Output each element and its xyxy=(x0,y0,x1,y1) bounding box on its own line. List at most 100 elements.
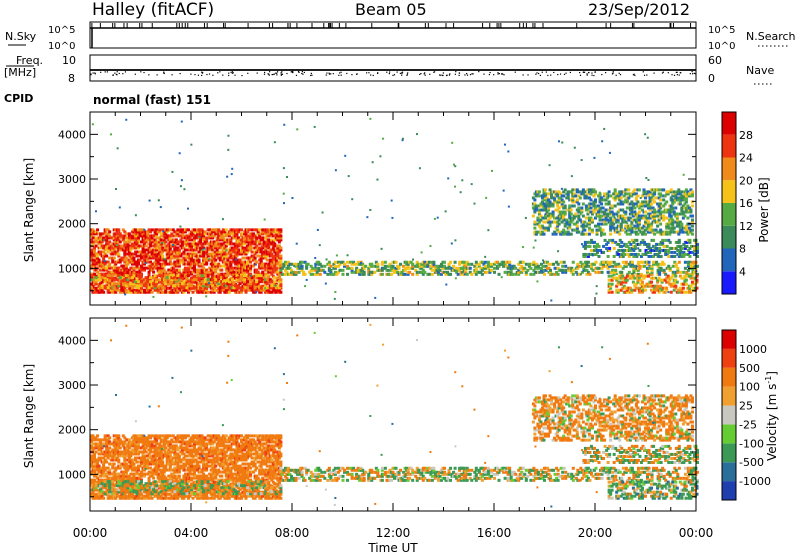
power-echo-cell xyxy=(686,264,690,268)
power-echo-cell xyxy=(621,280,625,284)
power-echo-cell xyxy=(96,262,100,266)
power-echo-cell xyxy=(279,280,283,284)
power-echo-cell xyxy=(229,286,233,290)
power-echo-cell xyxy=(243,242,247,246)
power-echo-cell xyxy=(211,280,215,284)
power-echo-cell xyxy=(93,240,97,244)
power-echo-cell xyxy=(306,262,310,266)
power-echo-cell xyxy=(246,240,250,244)
power-echo-cell xyxy=(332,266,336,270)
nave-point xyxy=(661,72,664,74)
power-echo-cell xyxy=(170,268,174,272)
power-echo-cell xyxy=(162,272,166,276)
power-echo-cell xyxy=(505,264,509,268)
nave-point xyxy=(483,73,485,75)
power-echo-cell xyxy=(653,252,657,256)
power-echo-cell xyxy=(254,263,257,266)
power-echo-cell xyxy=(634,282,638,286)
nave-point xyxy=(601,74,603,76)
power-echo-cell xyxy=(147,256,151,260)
power-echo-cell xyxy=(277,284,281,288)
power-echo-cell xyxy=(294,272,298,276)
power-echo-cell xyxy=(358,272,362,276)
power-echo-cell xyxy=(276,278,280,282)
power-echo-cell xyxy=(572,204,576,208)
power-echo-cell xyxy=(277,240,281,244)
power-echo-cell xyxy=(106,236,110,240)
power-echo-cell xyxy=(144,284,148,288)
power-echo-cell xyxy=(93,274,97,278)
power-echo-cell xyxy=(609,194,613,198)
power-echo-cell xyxy=(91,276,95,280)
power-echo-cell xyxy=(595,232,599,236)
power-echo-cell xyxy=(168,254,172,258)
power-echo-cell xyxy=(562,232,566,236)
power-echo-cell xyxy=(203,268,207,272)
power-echo-cell xyxy=(548,202,552,206)
power-echo-cell xyxy=(644,250,648,254)
power-echo-cell xyxy=(135,246,139,250)
power-echo-cell xyxy=(447,262,451,266)
power-echo-cell xyxy=(690,214,694,218)
power-echo-cell xyxy=(532,260,536,264)
power-echo-cell xyxy=(106,276,110,280)
power-echo-cell xyxy=(566,220,570,224)
power-echo-cell xyxy=(668,268,672,272)
power-echo-cell xyxy=(277,232,281,236)
power-echo-cell xyxy=(196,246,200,250)
power-echo-cell xyxy=(123,274,127,278)
power-echo-cell xyxy=(132,256,136,260)
power-echo-cell xyxy=(568,212,572,216)
power-echo-cell xyxy=(165,252,169,256)
power-echo-cell xyxy=(236,230,240,234)
power-echo-cell xyxy=(227,234,231,238)
nave-point xyxy=(346,72,348,75)
power-echo-cell xyxy=(221,284,225,288)
power-echo-cell xyxy=(683,282,687,286)
power-echo-cell xyxy=(109,284,113,288)
power-echo-cell xyxy=(693,278,697,282)
power-echo-cell xyxy=(625,232,629,236)
power-echo-cell xyxy=(121,268,125,272)
power-echo-cell xyxy=(171,274,175,278)
power-echo-cell xyxy=(653,200,657,204)
power-echo-cell xyxy=(426,260,430,264)
power-echo-cell xyxy=(650,222,654,226)
power-echo-cell xyxy=(675,190,679,194)
power-echo-cell xyxy=(105,254,109,258)
power-echo-cell xyxy=(653,192,657,196)
power-echo-cell xyxy=(196,236,200,240)
power-echo-cell xyxy=(273,276,277,280)
power-echo-cell xyxy=(590,230,594,234)
power-echo-cell xyxy=(669,216,673,220)
nave-point xyxy=(478,71,480,73)
power-echo-cell xyxy=(164,278,168,282)
power-echo-cell xyxy=(641,260,645,264)
power-echo-cell xyxy=(161,278,165,282)
power-echo-cell xyxy=(625,274,629,278)
power-echo-cell xyxy=(232,254,236,258)
power-echo-cell xyxy=(613,228,617,232)
power-echo-cell xyxy=(531,196,535,200)
power-echo-cell xyxy=(582,268,586,272)
power-echo-cell xyxy=(361,270,365,274)
power-echo-cell xyxy=(143,236,147,240)
power-echo-cell xyxy=(568,206,572,210)
power-echo-cell xyxy=(108,246,112,250)
power-echo-cell xyxy=(94,244,98,248)
power-echo-cell xyxy=(536,230,540,234)
power-echo-cell xyxy=(258,278,262,282)
power-echo-cell xyxy=(649,272,653,276)
power-echo-cell xyxy=(156,278,160,282)
power-echo-cell xyxy=(230,288,234,292)
power-echo-cell xyxy=(644,133,647,136)
power-echo-cell xyxy=(255,250,259,254)
power-echo-cell xyxy=(158,274,162,278)
power-echo-cell xyxy=(548,224,552,228)
power-echo-cell xyxy=(565,222,569,226)
nave-point xyxy=(563,73,566,76)
power-echo-cell xyxy=(267,278,271,282)
power-echo-cell xyxy=(220,274,224,278)
power-echo-cell xyxy=(648,208,652,212)
power-echo-cell xyxy=(654,288,658,292)
